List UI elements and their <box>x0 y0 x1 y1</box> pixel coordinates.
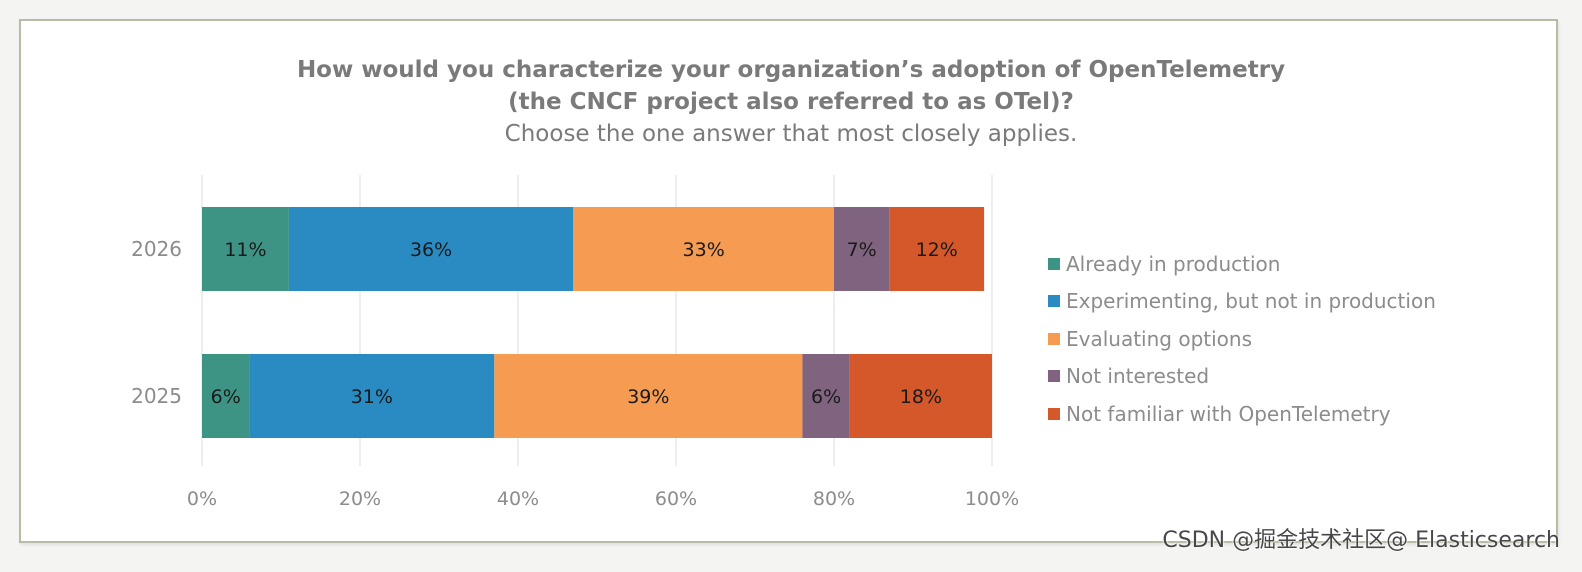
bar-segment <box>288 207 574 291</box>
x-tick-label: 100% <box>965 488 1019 510</box>
legend-item: Not familiar with OpenTelemetry <box>1048 395 1436 433</box>
legend-swatch <box>1048 295 1060 308</box>
bar-segment <box>202 354 250 438</box>
legend-swatch <box>1048 370 1060 383</box>
data-label: 33% <box>683 239 725 261</box>
chart-title: How would you characterize your organiza… <box>0 54 1582 118</box>
bar-segment <box>573 207 834 291</box>
legend-item: Experimenting, but not in production <box>1048 283 1436 321</box>
legend-item: Evaluating options <box>1048 320 1436 358</box>
chart-title-line-1: How would you characterize your organiza… <box>296 57 1286 83</box>
x-tick-label: 60% <box>655 488 697 510</box>
x-tick-label: 80% <box>813 488 855 510</box>
bar-segment <box>249 354 495 438</box>
y-category-label: 2026 <box>131 237 182 261</box>
watermark: CSDN @掘金技术社区@ Elasticsearch <box>1162 528 1560 553</box>
chart-subtitle: Choose the one answer that most closely … <box>504 121 1078 147</box>
data-label: 36% <box>410 239 452 261</box>
legend-label: Experimenting, but not in production <box>1066 289 1436 314</box>
chart-title-line-2: (the CNCF project also referred to as OT… <box>508 89 1074 115</box>
data-label: 39% <box>627 386 669 408</box>
data-label: 12% <box>916 239 958 261</box>
legend-swatch <box>1048 407 1060 420</box>
x-tick-label: 20% <box>339 488 381 510</box>
legend-swatch <box>1048 257 1060 270</box>
y-category-label: 2025 <box>131 384 182 408</box>
chart-legend: Already in production Experimenting, but … <box>1048 245 1436 433</box>
legend-label: Evaluating options <box>1066 326 1253 351</box>
bar-segment <box>849 354 992 438</box>
legend-label: Not interested <box>1066 364 1210 389</box>
legend-item: Not interested <box>1048 358 1436 396</box>
data-label: 7% <box>847 239 877 261</box>
bar-segment <box>889 207 985 291</box>
legend-label: Already in production <box>1066 251 1281 276</box>
bar-segment <box>802 354 850 438</box>
data-label: 6% <box>211 386 241 408</box>
data-label: 18% <box>900 386 942 408</box>
data-label: 31% <box>351 386 393 408</box>
bar-segment <box>494 354 803 438</box>
data-label: 6% <box>811 386 841 408</box>
legend-swatch <box>1048 332 1060 345</box>
x-tick-label: 0% <box>187 488 217 510</box>
x-tick-label: 40% <box>497 488 539 510</box>
data-label: 11% <box>224 239 266 261</box>
legend-label: Not familiar with OpenTelemetry <box>1066 401 1391 426</box>
bar-segment <box>834 207 890 291</box>
bar-segment <box>202 207 289 291</box>
legend-item: Already in production <box>1048 245 1436 283</box>
